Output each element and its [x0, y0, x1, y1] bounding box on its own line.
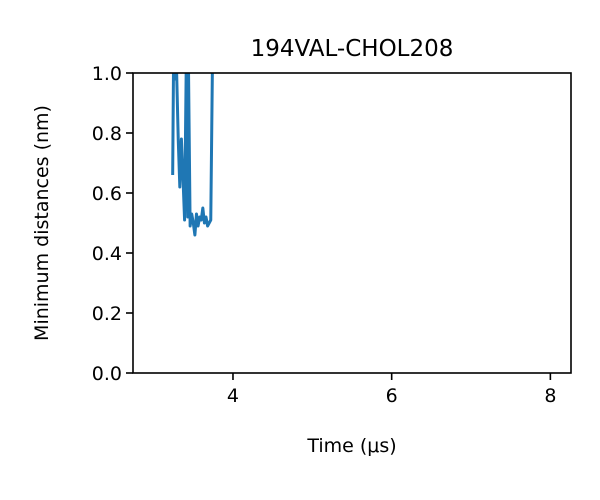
series-layer [171, 73, 214, 237]
plot-frame [132, 72, 572, 374]
chart-title: 194VAL-CHOL208 [251, 36, 454, 62]
y-axis-label: Minimum distances (nm) [31, 105, 53, 341]
x-tick-label: 4 [227, 385, 239, 407]
x-tick-label: 6 [386, 385, 398, 407]
x-tick-label: 8 [544, 385, 556, 407]
series-line-0 [171, 73, 214, 237]
y-tick-label: 0.6 [92, 183, 122, 205]
y-tick-label: 0.0 [92, 363, 122, 385]
ticks-layer: 4 6 8 0.0 0.2 0.4 0.6 0.8 1.0 [92, 63, 557, 407]
x-axis-label: Time (μs) [306, 435, 396, 457]
y-tick-label: 1.0 [92, 63, 122, 85]
y-tick-label: 0.8 [92, 123, 122, 145]
y-tick-label: 0.2 [92, 303, 122, 325]
y-tick-label: 0.4 [92, 243, 122, 265]
